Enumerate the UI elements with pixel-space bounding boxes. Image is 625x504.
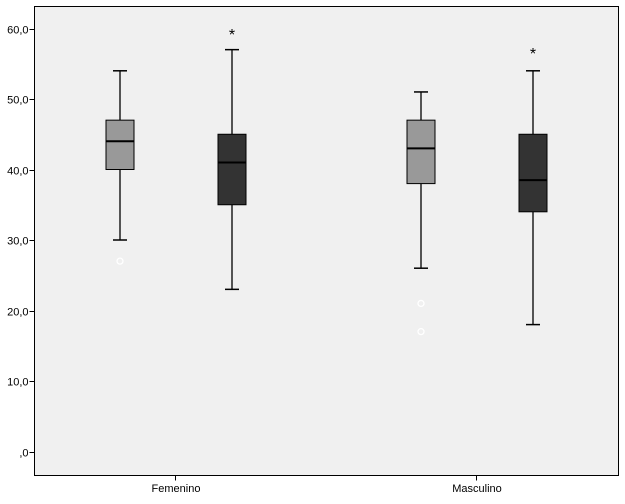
extreme-point: * <box>530 46 536 63</box>
y-tick-label: 40,0 <box>7 166 28 178</box>
y-tick-label: 60,0 <box>7 25 28 37</box>
extreme-point: * <box>229 27 235 44</box>
x-axis: Femenino Masculino <box>152 475 502 495</box>
boxplot-femenino-series-1 <box>105 70 135 265</box>
y-tick-label: 30,0 <box>7 236 28 248</box>
x-tick-label: Femenino <box>152 483 201 495</box>
boxplot-femenino-series-2: * <box>217 27 247 291</box>
iqr-box <box>406 119 436 185</box>
x-tick-label: Masculino <box>452 483 502 495</box>
iqr-box <box>217 133 247 206</box>
box-series: ** <box>105 27 548 336</box>
y-tick-label: 50,0 <box>7 95 28 107</box>
y-tick-label: ,0 <box>19 448 28 460</box>
y-tick-label: 20,0 <box>7 307 28 319</box>
outlier-point <box>417 299 425 308</box>
y-tick-label: 10,0 <box>7 377 28 389</box>
outlier-point <box>116 257 124 265</box>
y-axis: ,0 10,0 20,0 30,0 40,0 50,0 60,0 <box>7 25 35 460</box>
iqr-box <box>518 133 548 213</box>
iqr-box <box>105 119 135 170</box>
boxplot-masculino-series-2: * <box>518 46 548 326</box>
boxplot-masculino-series-1 <box>406 91 436 336</box>
outlier-point <box>417 327 425 336</box>
plot-area <box>34 6 619 476</box>
